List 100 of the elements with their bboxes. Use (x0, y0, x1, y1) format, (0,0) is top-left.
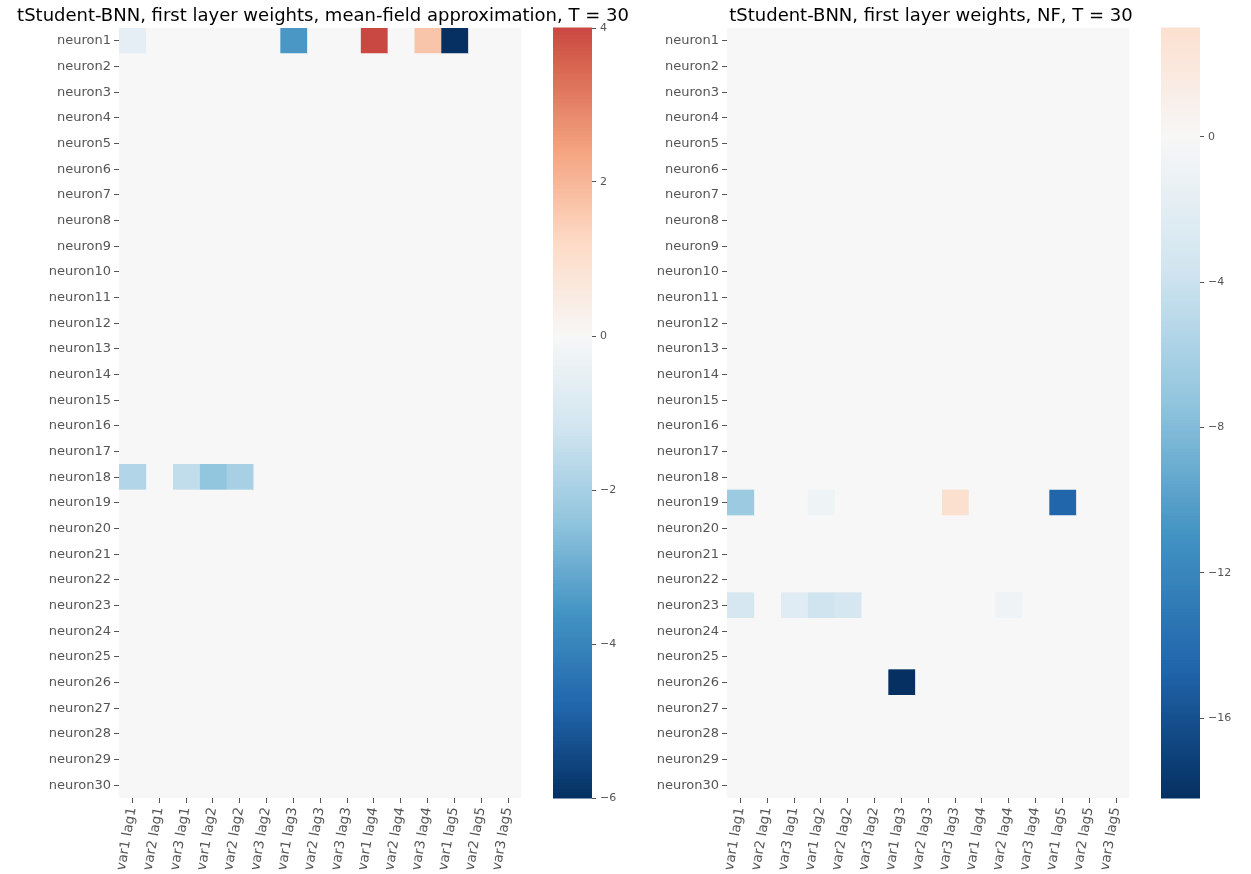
x-tick-label: var1 lag1 (111, 805, 139, 872)
y-tick-label: neuron4 (665, 109, 719, 125)
y-tick-label: neuron24 (656, 622, 719, 638)
color-bar-label: −2 (600, 482, 617, 496)
color-bar-label: −12 (1208, 565, 1232, 579)
x-tick-label: var3 lag1 (773, 805, 801, 872)
x-tick-label: var2 lag3 (907, 805, 935, 872)
color-bar-label: −4 (600, 636, 617, 650)
y-tick-label: neuron7 (665, 186, 719, 202)
y-tick-label: neuron10 (656, 263, 719, 279)
x-tick-label: var3 lag5 (1095, 805, 1123, 872)
y-tick-label: neuron15 (656, 391, 719, 407)
y-tick-label: neuron30 (48, 776, 111, 792)
y-tick-label: neuron13 (48, 340, 111, 356)
color-bar-label: 0 (1208, 129, 1215, 143)
y-tick-label: neuron2 (57, 57, 111, 73)
x-tick-label: var2 lag3 (299, 805, 327, 872)
y-tick-label: neuron7 (57, 186, 111, 202)
x-tick-label: var1 lag3 (880, 805, 908, 872)
y-tick-label: neuron8 (57, 211, 111, 227)
y-tick-label: neuron10 (48, 263, 111, 279)
y-tick-label: neuron27 (656, 699, 719, 715)
y-tick-label: neuron29 (656, 750, 719, 766)
x-tick-label: var2 lag2 (219, 805, 247, 872)
y-tick-label: neuron23 (48, 596, 111, 612)
x-tick-label: var1 lag5 (433, 805, 461, 872)
chart-title: tStudent-BNN, first layer weights, NF, T = 30 (729, 4, 1133, 25)
y-tick-label: neuron9 (665, 237, 719, 253)
color-bar-label: 2 (600, 174, 607, 188)
x-tick-label: var3 lag2 (246, 805, 273, 872)
y-tick-label: neuron3 (665, 83, 719, 99)
y-tick-label: neuron21 (48, 545, 111, 561)
y-tick-label: neuron26 (656, 673, 719, 689)
color-bar-label: −16 (1208, 710, 1232, 724)
y-tick-label: neuron18 (48, 468, 111, 484)
y-tick-label: neuron11 (48, 288, 111, 304)
y-tick-label: neuron19 (48, 494, 111, 510)
y-tick-label: neuron1 (57, 32, 111, 48)
y-tick-label: neuron15 (48, 391, 111, 407)
y-tick-label: neuron8 (665, 211, 719, 227)
y-tick-label: neuron1 (665, 32, 719, 48)
x-tick-label: var1 lag4 (353, 805, 381, 872)
y-tick-label: neuron12 (48, 314, 111, 330)
x-tick-label: var2 lag2 (827, 805, 855, 872)
y-tick-label: neuron17 (48, 442, 111, 458)
y-tick-label: neuron20 (48, 519, 111, 535)
x-tick-label: var3 lag2 (854, 805, 881, 872)
x-tick-label: var2 lag4 (380, 805, 408, 872)
x-tick-label: var3 lag3 (326, 805, 354, 872)
color-bar-label: −8 (1208, 420, 1225, 434)
y-tick-label: neuron6 (665, 160, 719, 176)
y-tick-label: neuron23 (656, 596, 719, 612)
y-tick-label: neuron18 (656, 468, 719, 484)
y-tick-label: neuron2 (665, 57, 719, 73)
y-tick-label: neuron27 (48, 699, 111, 715)
y-tick-label: neuron9 (57, 237, 111, 253)
y-tick-label: neuron12 (656, 314, 719, 330)
color-bar-label: −4 (1208, 275, 1225, 289)
x-tick-label: var2 lag5 (460, 805, 488, 872)
y-tick-label: neuron17 (656, 442, 719, 458)
y-tick-label: neuron14 (48, 365, 111, 381)
x-tick-label: var1 lag5 (1041, 805, 1069, 872)
x-tick-label: var3 lag3 (934, 805, 962, 872)
y-tick-label: neuron28 (48, 725, 111, 741)
y-tick-label: neuron14 (656, 365, 719, 381)
y-tick-label: neuron28 (656, 725, 719, 741)
y-tick-label: neuron22 (48, 571, 111, 587)
y-tick-label: neuron30 (656, 776, 719, 792)
color-bar-label: −6 (600, 790, 617, 804)
x-tick-label: var1 lag2 (192, 805, 220, 872)
y-tick-label: neuron22 (656, 571, 719, 587)
y-tick-label: neuron21 (656, 545, 719, 561)
y-tick-label: neuron26 (48, 673, 111, 689)
color-bar-label: 0 (600, 328, 607, 342)
x-tick-label: var2 lag1 (138, 805, 166, 872)
y-tick-label: neuron29 (48, 750, 111, 766)
x-tick-label: var3 lag4 (1015, 805, 1042, 872)
x-tick-label: var1 lag4 (961, 805, 989, 872)
y-tick-label: neuron19 (656, 494, 719, 510)
y-tick-label: neuron11 (656, 288, 719, 304)
x-tick-label: var3 lag4 (407, 805, 434, 872)
x-tick-label: var1 lag2 (800, 805, 828, 872)
y-tick-label: neuron3 (57, 83, 111, 99)
x-tick-label: var3 lag5 (487, 805, 515, 872)
y-tick-label: neuron25 (48, 648, 111, 664)
x-tick-label: var1 lag3 (272, 805, 300, 872)
y-tick-label: neuron16 (48, 417, 111, 433)
x-tick-label: var2 lag5 (1068, 805, 1096, 872)
x-tick-label: var2 lag4 (988, 805, 1016, 872)
y-tick-label: neuron16 (656, 417, 719, 433)
y-tick-label: neuron6 (57, 160, 111, 176)
y-tick-label: neuron13 (656, 340, 719, 356)
y-tick-label: neuron20 (656, 519, 719, 535)
x-tick-label: var3 lag1 (165, 805, 193, 872)
y-tick-label: neuron5 (665, 134, 719, 150)
y-tick-label: neuron5 (57, 134, 111, 150)
x-tick-label: var1 lag1 (719, 805, 747, 872)
color-bar-label: 4 (600, 20, 607, 34)
y-tick-label: neuron4 (57, 109, 111, 125)
y-tick-label: neuron25 (656, 648, 719, 664)
